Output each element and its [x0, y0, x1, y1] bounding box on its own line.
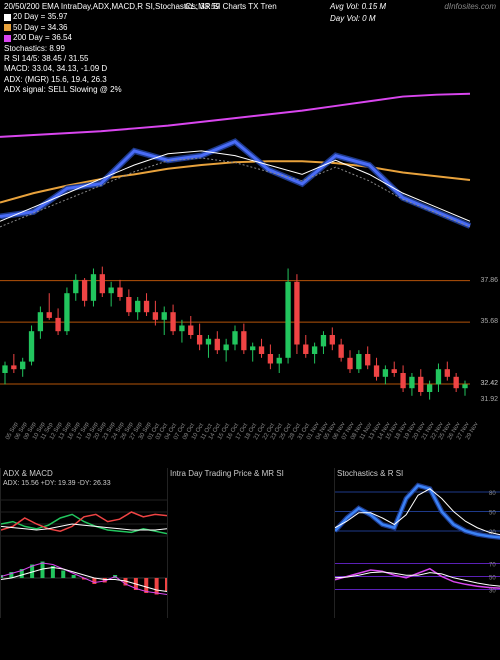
adx-macd-panel: ADX & MACDADX: 15.56 +DY: 19.39 -DY: 26.… — [0, 468, 167, 618]
svg-text:50: 50 — [489, 511, 496, 517]
candlestick-chart: 37.8635.6832.4232.4231.92 — [0, 240, 500, 430]
svg-text:80: 80 — [489, 491, 496, 497]
intraday-panel: Intra Day Trading Price & MR SI — [167, 468, 334, 618]
date-axis: 05 Sep06 Sep09 Sep10 Sep11 Sep12 Sep13 S… — [0, 430, 500, 468]
avg-vol: Avg Vol: 0.15 M — [330, 2, 386, 12]
svg-text:70: 70 — [489, 563, 496, 569]
svg-text:30: 30 — [489, 589, 496, 595]
svg-text:50: 50 — [489, 576, 496, 582]
header-overlay: 20/50/200 EMA IntraDay,ADX,MACD,R SI,Sto… — [0, 0, 500, 90]
close-price: CL: 33.59 — [185, 2, 220, 12]
ma-chart — [0, 90, 500, 240]
topline: 20/50/200 EMA IntraDay,ADX,MACD,R SI,Sto… — [4, 2, 496, 12]
day-vol: Day Vol: 0 M — [330, 14, 376, 24]
stoch-rsi-panel: Stochastics & R SI205080305070 — [334, 468, 500, 618]
indicator-row: ADX & MACDADX: 15.56 +DY: 19.39 -DY: 26.… — [0, 468, 500, 618]
site-label: dInfosites.com — [444, 2, 496, 12]
